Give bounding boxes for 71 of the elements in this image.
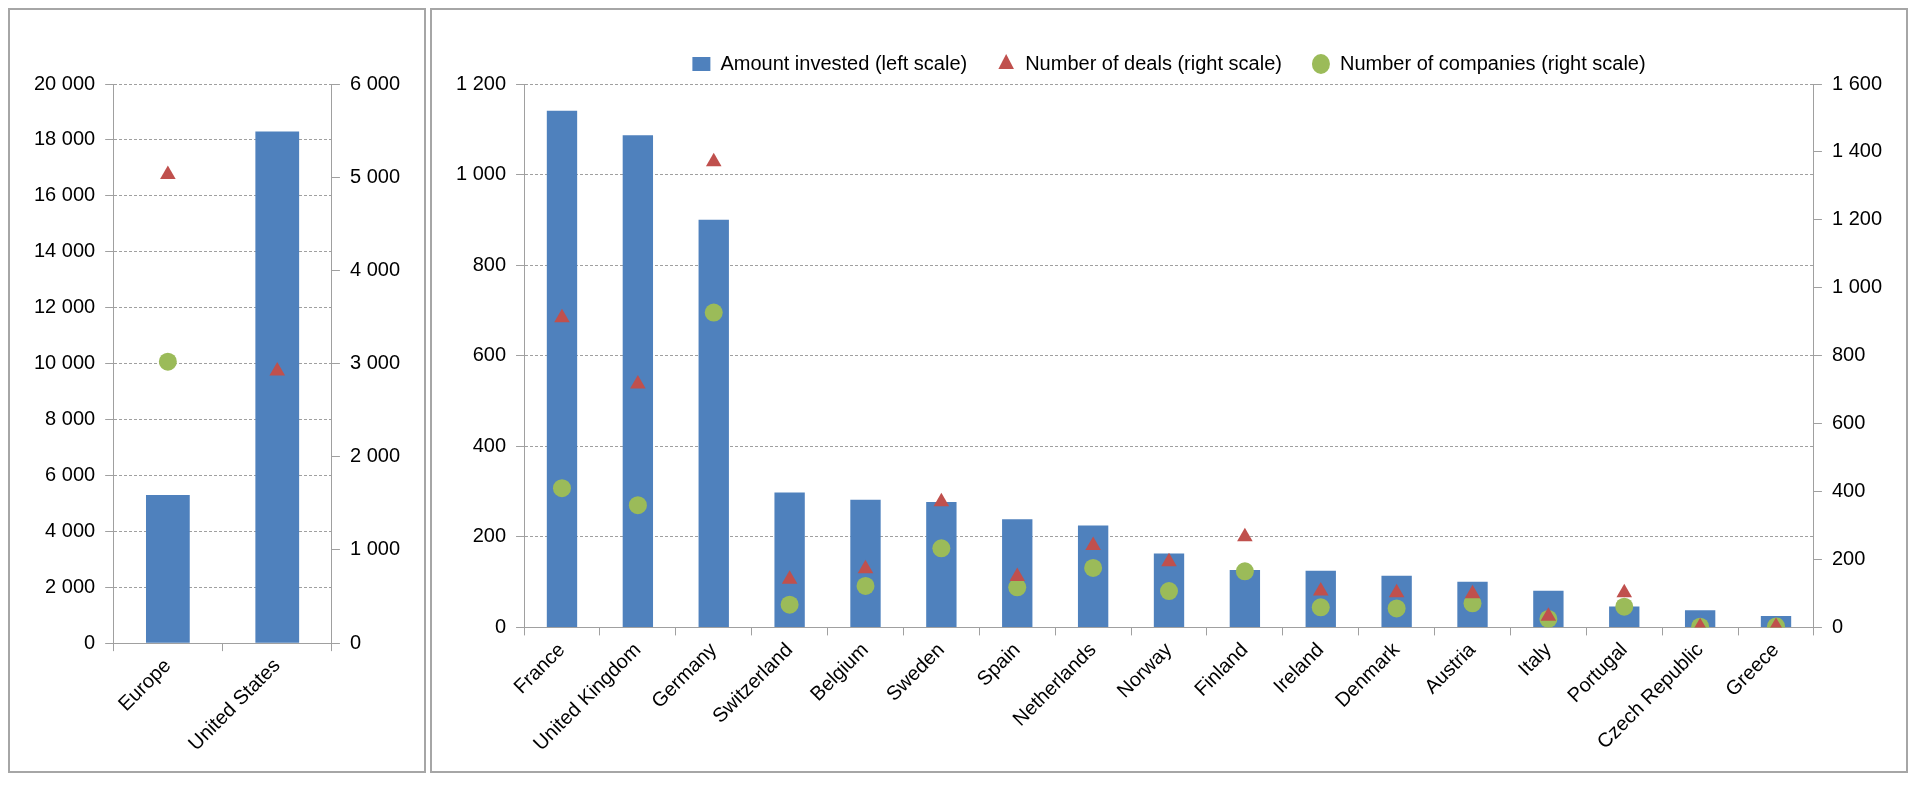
y-tick-label: 600 <box>472 343 507 366</box>
bar <box>546 110 578 627</box>
y-tick-label: 18 000 <box>34 127 96 150</box>
point <box>1388 583 1405 598</box>
y2-tick-label: 0 <box>1831 614 1844 637</box>
point <box>630 374 646 389</box>
y-tick-label: 10 000 <box>34 351 96 374</box>
y2-tick-label: 400 <box>1831 479 1866 502</box>
point <box>269 362 286 376</box>
point <box>158 352 177 371</box>
legend-label: Amount invested (left scale) <box>720 51 968 74</box>
point <box>160 165 176 179</box>
y2-tick-label: 1 600 <box>1831 71 1883 94</box>
y-tick-label: 0 <box>84 630 96 653</box>
point <box>857 559 874 574</box>
point <box>932 539 951 558</box>
y-tick-label: 200 <box>472 524 507 547</box>
point <box>1085 536 1101 551</box>
y-tick-label: 1 200 <box>455 71 507 94</box>
bar <box>698 219 729 627</box>
y-tick-label: 6 000 <box>45 462 96 485</box>
point <box>1161 552 1177 567</box>
y2-tick-label: 1 400 <box>1831 139 1883 162</box>
point <box>1615 597 1634 616</box>
point <box>1312 582 1329 596</box>
point <box>1235 562 1254 581</box>
y2-tick-label: 2 000 <box>349 444 401 467</box>
y-tick-label: 12 000 <box>34 295 96 318</box>
y-tick-label: 14 000 <box>34 239 96 262</box>
point <box>704 303 723 322</box>
y-tick-label: 20 000 <box>34 71 96 94</box>
point <box>780 595 799 614</box>
point <box>1084 558 1103 577</box>
bar <box>1229 569 1261 627</box>
y2-tick-label: 1 200 <box>1831 207 1883 230</box>
y2-tick-label: 0 <box>349 630 362 653</box>
point <box>1237 527 1253 542</box>
bar <box>622 135 654 627</box>
point <box>933 492 950 507</box>
y-tick-label: 400 <box>472 433 507 456</box>
point <box>554 308 570 323</box>
bar <box>926 501 957 627</box>
y-tick-label: 0 <box>494 614 507 637</box>
bar <box>774 492 805 627</box>
y2-tick-label: 1 000 <box>1831 275 1883 298</box>
point <box>1464 584 1481 599</box>
y-tick-label: 4 000 <box>45 518 96 541</box>
point <box>856 576 875 595</box>
x-tick-label: Italy <box>1513 638 1556 680</box>
point <box>628 496 647 515</box>
point <box>552 479 571 498</box>
point <box>1009 567 1026 581</box>
point <box>1616 583 1633 598</box>
y2-tick-label: 1 000 <box>349 537 401 560</box>
point <box>705 152 722 167</box>
y-tick-label: 8 000 <box>45 406 96 429</box>
bar <box>850 499 881 627</box>
legend-label: Number of deals (right scale) <box>1025 51 1282 74</box>
y2-tick-label: 200 <box>1831 546 1866 569</box>
y2-tick-label: 600 <box>1831 411 1866 434</box>
point <box>781 570 798 584</box>
y-tick-label: 16 000 <box>34 183 96 206</box>
y2-tick-label: 800 <box>1831 343 1866 366</box>
y-tick-label: 2 000 <box>45 574 96 597</box>
y2-tick-label: 6 000 <box>349 71 401 94</box>
y2-tick-label: 4 000 <box>349 257 401 280</box>
y2-tick-label: 5 000 <box>349 164 401 187</box>
y-tick-label: 1 000 <box>455 162 507 185</box>
y-tick-label: 800 <box>472 252 507 275</box>
y2-tick-label: 3 000 <box>349 351 401 374</box>
legend-label: Number of companies (right scale) <box>1339 51 1646 74</box>
